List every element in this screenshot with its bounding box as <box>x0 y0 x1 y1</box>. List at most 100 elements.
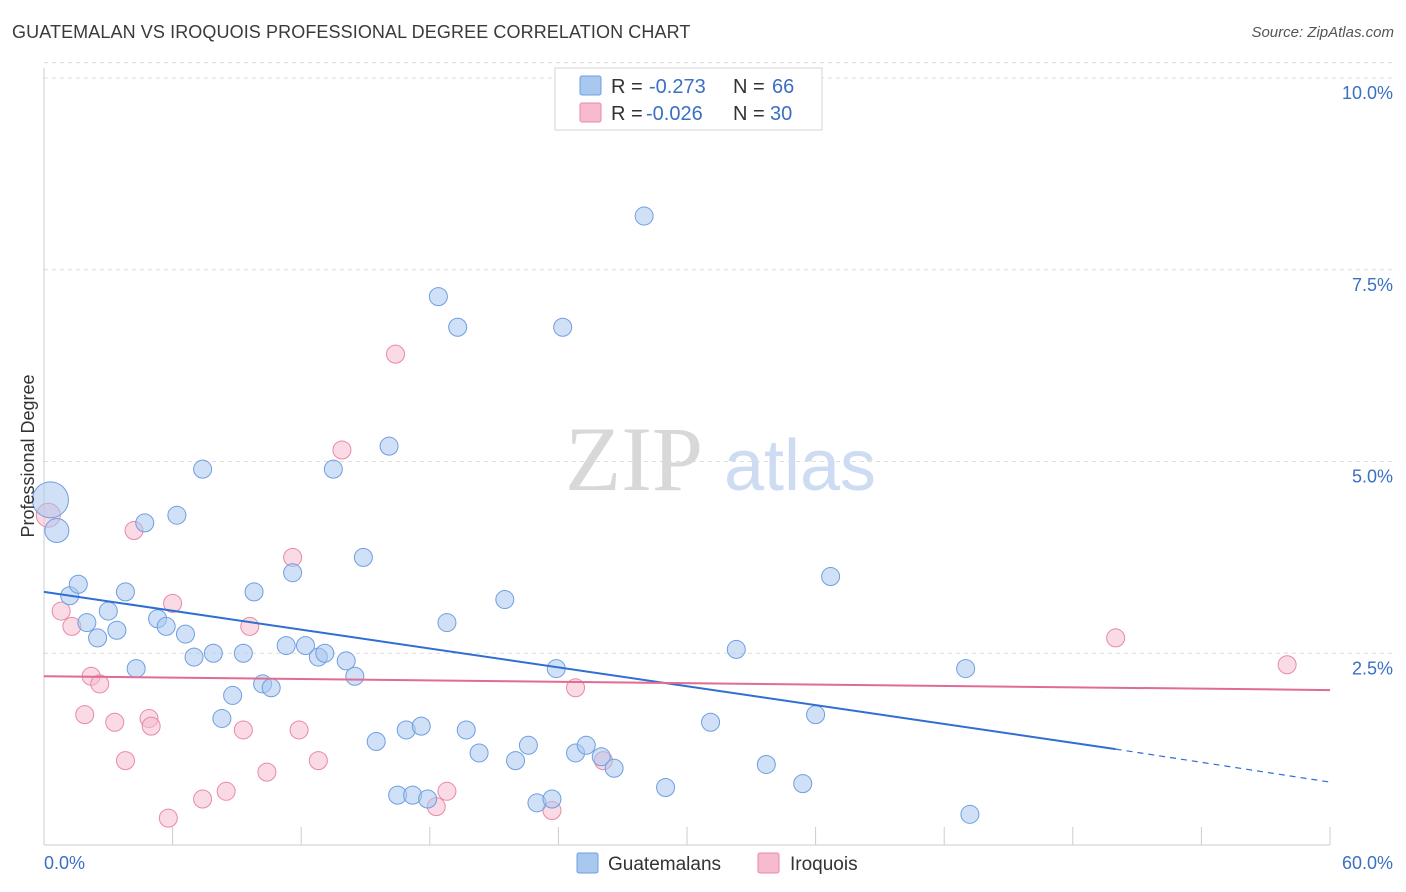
point-guatemalans-15 <box>184 647 204 667</box>
point-guatemalans-4 <box>77 613 97 633</box>
point-iroquois-24 <box>437 781 457 801</box>
legend-n-value-1: 30 <box>770 103 792 125</box>
point-guatemalans-49 <box>542 789 562 809</box>
watermark-zip: ZIP <box>565 408 703 510</box>
point-guatemalans-46 <box>506 751 526 771</box>
point-guatemalans-5 <box>88 628 108 648</box>
series-legend-label-guatemalans: Guatemalans <box>608 854 721 875</box>
point-guatemalans-42 <box>448 317 468 337</box>
x-tick-label-max: 60.0% <box>1342 853 1393 873</box>
point-guatemalans-1 <box>44 518 70 544</box>
point-guatemalans-19 <box>223 685 243 705</box>
point-iroquois-16 <box>240 616 260 636</box>
point-guatemalans-53 <box>576 735 596 755</box>
point-iroquois-28 <box>1106 628 1126 648</box>
point-iroquois-22 <box>386 344 406 364</box>
legend-r-label-1: R = <box>611 103 643 125</box>
point-iroquois-26 <box>566 678 586 698</box>
point-guatemalans-33 <box>366 731 386 751</box>
y-tick-label-3: 10.0% <box>1342 83 1393 103</box>
point-iroquois-29 <box>1277 655 1297 675</box>
series-legend-swatch-iroquois <box>757 852 780 874</box>
point-guatemalans-59 <box>726 639 746 659</box>
data-points <box>31 206 1297 828</box>
tick-labels: 2.5% 5.0% 7.5% 10.0% 0.0% 60.0% <box>44 83 1393 873</box>
legend-swatch-guatemalans <box>579 75 602 96</box>
grid-lines <box>44 62 1392 654</box>
point-iroquois-10 <box>141 716 161 736</box>
point-guatemalans-14 <box>175 624 195 644</box>
point-iroquois-17 <box>257 762 277 782</box>
point-guatemalans-21 <box>244 582 264 602</box>
point-guatemalans-24 <box>276 636 296 656</box>
legend-n-label-1: N = <box>733 103 765 125</box>
point-iroquois-3 <box>75 705 95 725</box>
legend-box: R = -0.273 N = 66 R = -0.026 N = 30 <box>554 67 823 131</box>
point-guatemalans-28 <box>315 643 335 663</box>
point-guatemalans-39 <box>418 789 438 809</box>
x-tick-label-min: 0.0% <box>44 853 85 873</box>
point-guatemalans-30 <box>336 651 356 671</box>
point-guatemalans-34 <box>379 436 399 456</box>
point-guatemalans-8 <box>115 582 135 602</box>
point-guatemalans-58 <box>701 712 721 732</box>
point-guatemalans-29 <box>323 459 343 479</box>
chart-title: GUATEMALAN VS IROQUOIS PROFESSIONAL DEGR… <box>12 22 691 42</box>
y-tick-label-1: 5.0% <box>1352 467 1393 487</box>
point-iroquois-14 <box>216 781 236 801</box>
series-legend-label-iroquois: Iroquois <box>790 854 858 875</box>
point-guatemalans-9 <box>126 659 146 679</box>
point-iroquois-7 <box>115 751 135 771</box>
legend-r-label-0: R = <box>611 76 643 98</box>
series-legend: Guatemalans Iroquois <box>576 852 858 875</box>
y-tick-label-0: 2.5% <box>1352 658 1393 678</box>
point-guatemalans-45 <box>495 590 515 610</box>
point-guatemalans-31 <box>345 666 365 686</box>
point-iroquois-21 <box>332 440 352 460</box>
trend-line-guatemalans <box>43 590 1116 751</box>
legend-swatch-iroquois <box>579 102 602 123</box>
point-guatemalans-63 <box>821 567 841 587</box>
source-label: Source: ZipAtlas.com <box>1251 24 1394 41</box>
point-guatemalans-51 <box>553 317 573 337</box>
point-guatemalans-3 <box>68 574 88 594</box>
point-guatemalans-55 <box>604 758 624 778</box>
point-guatemalans-56 <box>634 206 654 226</box>
point-iroquois-13 <box>193 789 213 809</box>
point-guatemalans-43 <box>456 720 476 740</box>
point-guatemalans-54 <box>591 747 611 767</box>
point-guatemalans-23 <box>261 678 281 698</box>
point-guatemalans-20 <box>233 643 253 663</box>
point-iroquois-12 <box>163 593 183 613</box>
point-guatemalans-32 <box>353 547 373 567</box>
point-guatemalans-17 <box>203 643 223 663</box>
point-guatemalans-64 <box>956 659 976 679</box>
point-iroquois-19 <box>289 720 309 740</box>
point-guatemalans-10 <box>135 513 155 533</box>
point-guatemalans-65 <box>960 804 980 824</box>
point-guatemalans-25 <box>283 563 303 583</box>
point-guatemalans-13 <box>167 505 187 525</box>
point-guatemalans-44 <box>469 743 489 763</box>
trend-lines <box>43 590 1331 783</box>
point-guatemalans-7 <box>107 620 127 640</box>
point-iroquois-11 <box>158 808 178 828</box>
axes <box>43 68 1331 846</box>
watermark: ZIP atlas <box>565 408 876 510</box>
point-iroquois-20 <box>308 751 328 771</box>
legend-r-value-0: -0.273 <box>649 76 706 98</box>
trend-extension-guatemalans <box>1115 748 1331 783</box>
point-guatemalans-12 <box>156 616 176 636</box>
point-guatemalans-16 <box>193 459 213 479</box>
watermark-atlas: atlas <box>724 426 876 506</box>
point-guatemalans-26 <box>295 636 315 656</box>
legend-n-label-0: N = <box>733 76 765 98</box>
point-guatemalans-38 <box>411 716 431 736</box>
legend-n-value-0: 66 <box>772 76 794 98</box>
point-guatemalans-0 <box>31 481 69 519</box>
point-iroquois-1 <box>51 601 71 621</box>
point-guatemalans-6 <box>98 601 118 621</box>
point-guatemalans-57 <box>656 777 676 797</box>
point-iroquois-15 <box>233 720 253 740</box>
